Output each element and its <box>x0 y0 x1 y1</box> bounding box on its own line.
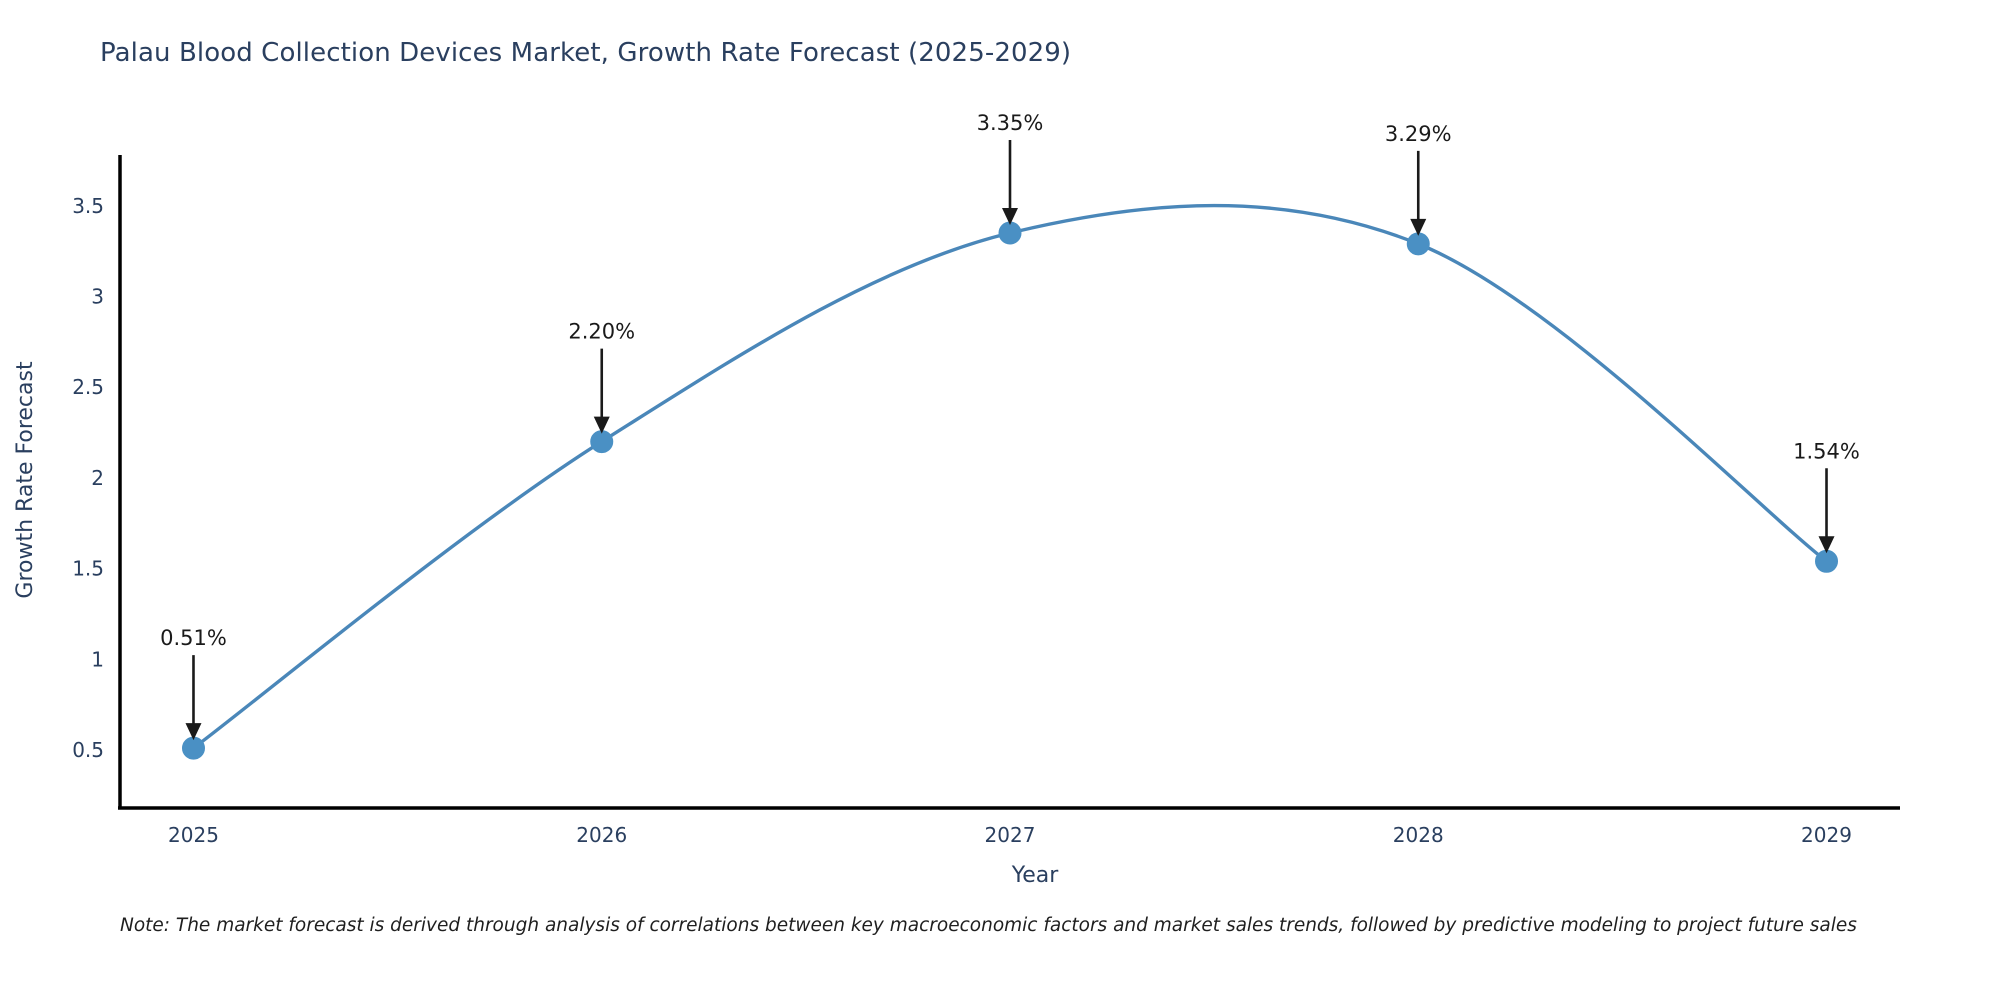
y-tick-label: 0.5 <box>72 738 104 762</box>
y-tick-label: 1 <box>91 647 104 671</box>
annotation-arrow-head <box>1410 218 1427 236</box>
y-tick-label: 1.5 <box>72 557 104 581</box>
x-tick-label: 2026 <box>576 823 627 847</box>
x-tick-label: 2025 <box>168 823 219 847</box>
y-tick-label: 2 <box>91 466 104 490</box>
annotation-arrow-head <box>1818 536 1835 554</box>
data-point-label: 2.20% <box>568 320 635 344</box>
data-point-label: 3.35% <box>977 111 1044 135</box>
data-point-marker <box>1406 232 1430 256</box>
data-point-markers <box>181 221 1839 760</box>
x-tick-label: 2028 <box>1393 823 1444 847</box>
y-axis-title: Growth Rate Forecast <box>13 361 38 599</box>
data-point-marker <box>181 736 205 760</box>
data-series-line <box>191 203 1829 750</box>
x-tick-label: 2029 <box>1801 823 1852 847</box>
data-point-annotations: 0.51% 2.20% 3.35% 3.29% 1.54% <box>160 111 1860 741</box>
chart-footnote: Note: The market forecast is derived thr… <box>120 915 1857 936</box>
annotation-arrow-head <box>1002 207 1018 225</box>
data-point-marker <box>590 430 614 454</box>
y-tick-label: 3 <box>91 284 104 308</box>
y-tick-labels: 0.5 1 1.5 2 2.5 3 3.5 <box>72 194 104 762</box>
data-point-label: 0.51% <box>160 626 227 650</box>
annotation-arrow-head <box>593 416 610 434</box>
data-point-label: 3.29% <box>1385 122 1452 146</box>
data-point-marker <box>1815 549 1839 573</box>
x-axis-title: Year <box>1011 863 1060 888</box>
y-tick-label: 2.5 <box>72 375 104 399</box>
x-tick-label: 2027 <box>985 823 1036 847</box>
data-point-marker <box>998 221 1022 245</box>
data-point-label: 1.54% <box>1793 439 1860 463</box>
x-tick-labels: 2025 2026 2027 2028 2029 <box>168 823 1852 847</box>
chart-title: Palau Blood Collection Devices Market, G… <box>100 38 1072 68</box>
annotation-arrow-head <box>185 723 202 741</box>
y-tick-label: 3.5 <box>72 194 104 218</box>
